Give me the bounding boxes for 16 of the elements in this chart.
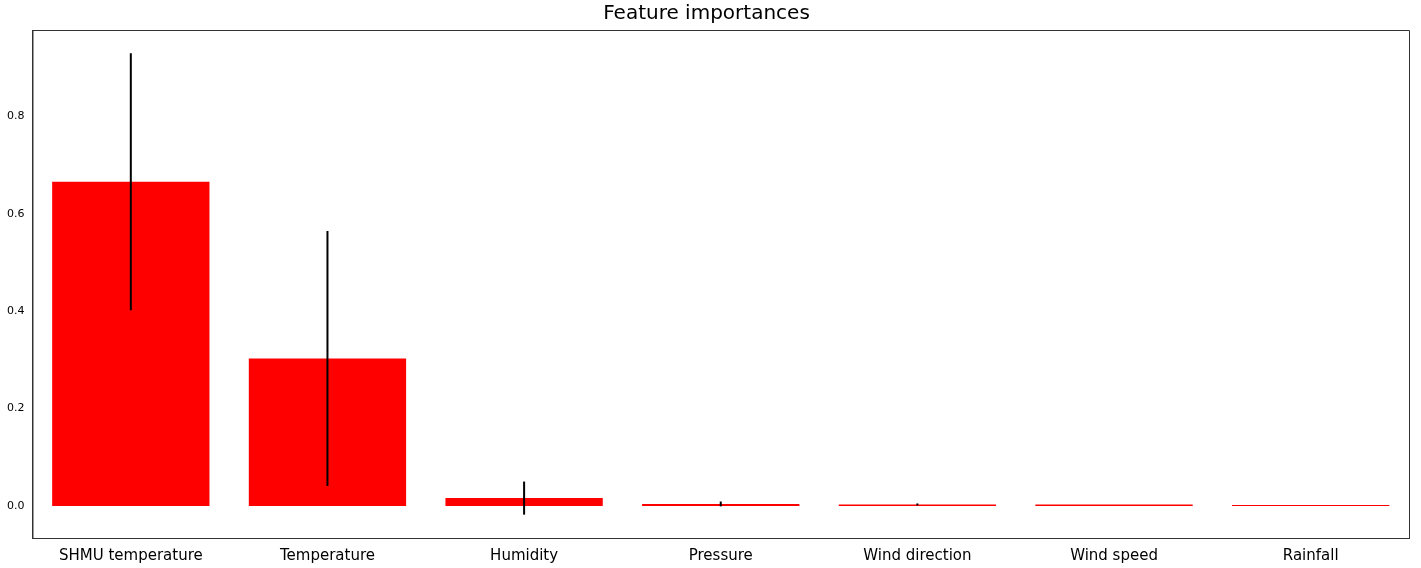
x-tick-label: Wind direction xyxy=(863,545,972,564)
x-tick-label: SHMU temperature xyxy=(58,545,203,564)
x-tick-label: Temperature xyxy=(278,545,375,564)
y-tick-label: 0.2 xyxy=(6,401,25,415)
y-tick-label: 0.8 xyxy=(6,109,25,123)
y-tick-label: 0.6 xyxy=(6,206,25,220)
bar xyxy=(445,498,603,506)
chart-title: Feature importances xyxy=(603,0,810,25)
y-tick-label: 0.4 xyxy=(6,304,25,318)
x-tick-label: Pressure xyxy=(688,545,753,564)
x-tick-label: Rainfall xyxy=(1282,545,1339,564)
bar xyxy=(248,358,407,506)
x-tick-label: Wind speed xyxy=(1070,545,1158,564)
x-tick-label: Humidity xyxy=(490,545,559,564)
y-tick-label: 0.0 xyxy=(6,498,25,512)
bar xyxy=(52,181,210,506)
